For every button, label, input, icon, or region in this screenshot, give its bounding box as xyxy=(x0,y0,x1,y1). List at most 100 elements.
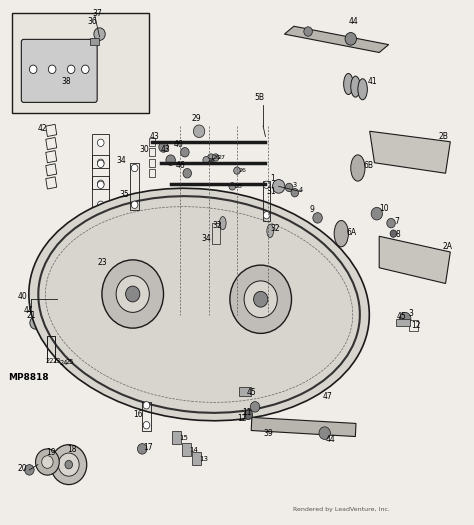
Circle shape xyxy=(98,160,104,167)
Text: 39: 39 xyxy=(263,428,273,438)
Text: 8: 8 xyxy=(396,230,401,239)
Text: 16: 16 xyxy=(134,410,143,419)
Text: 6B: 6B xyxy=(364,161,374,170)
Bar xyxy=(263,181,270,220)
Text: 27: 27 xyxy=(218,155,225,160)
Circle shape xyxy=(250,402,260,412)
Text: 46: 46 xyxy=(173,140,183,149)
Text: 43: 43 xyxy=(149,132,159,141)
Text: 26: 26 xyxy=(239,168,246,173)
Text: Rendered by LeadVenture, Inc.: Rendered by LeadVenture, Inc. xyxy=(293,507,390,512)
Text: 23: 23 xyxy=(53,358,61,364)
Text: 17: 17 xyxy=(144,443,153,452)
Text: 14: 14 xyxy=(189,447,198,454)
Ellipse shape xyxy=(344,74,353,94)
Text: 31: 31 xyxy=(266,187,276,196)
Circle shape xyxy=(98,180,104,187)
Text: 1: 1 xyxy=(270,174,275,183)
Circle shape xyxy=(71,346,79,355)
Circle shape xyxy=(48,65,56,74)
Ellipse shape xyxy=(334,220,348,247)
Text: 26: 26 xyxy=(213,155,220,160)
Bar xyxy=(251,417,356,437)
Text: 2A: 2A xyxy=(443,242,453,251)
Circle shape xyxy=(264,181,270,188)
Text: 25: 25 xyxy=(66,359,74,365)
Circle shape xyxy=(82,65,89,74)
Circle shape xyxy=(30,317,41,329)
Polygon shape xyxy=(284,26,389,52)
Circle shape xyxy=(98,139,104,146)
Circle shape xyxy=(193,125,205,138)
Text: 44: 44 xyxy=(24,306,33,316)
Bar xyxy=(396,319,410,326)
Circle shape xyxy=(131,164,138,172)
Polygon shape xyxy=(370,131,450,173)
Circle shape xyxy=(98,201,104,208)
Circle shape xyxy=(304,27,312,36)
Circle shape xyxy=(273,180,285,193)
Bar xyxy=(90,38,99,45)
Ellipse shape xyxy=(267,225,273,237)
Text: 4: 4 xyxy=(299,187,302,193)
Text: 24: 24 xyxy=(60,360,68,366)
Circle shape xyxy=(36,449,59,475)
Circle shape xyxy=(400,312,411,325)
Text: 21: 21 xyxy=(26,310,36,320)
Circle shape xyxy=(143,422,150,429)
Circle shape xyxy=(212,154,219,161)
Text: 38: 38 xyxy=(62,77,71,86)
Text: 46: 46 xyxy=(175,161,185,170)
FancyBboxPatch shape xyxy=(12,13,149,113)
Bar xyxy=(92,155,109,189)
Bar xyxy=(130,163,139,210)
Polygon shape xyxy=(379,236,450,284)
Text: 29: 29 xyxy=(192,113,201,123)
Text: 35: 35 xyxy=(119,190,129,199)
Text: 34: 34 xyxy=(116,155,126,165)
Circle shape xyxy=(51,445,87,485)
Circle shape xyxy=(166,155,175,165)
Bar xyxy=(149,138,155,146)
Text: 6A: 6A xyxy=(346,227,357,237)
Text: 44: 44 xyxy=(326,435,336,444)
Circle shape xyxy=(131,201,138,208)
Bar xyxy=(46,177,57,189)
Text: 40: 40 xyxy=(18,292,27,301)
Circle shape xyxy=(203,156,210,164)
Circle shape xyxy=(98,159,104,166)
Text: 30: 30 xyxy=(140,145,149,154)
Circle shape xyxy=(234,167,240,174)
Circle shape xyxy=(254,291,268,307)
Circle shape xyxy=(58,453,79,476)
Text: 20: 20 xyxy=(18,464,27,474)
Text: 9: 9 xyxy=(310,205,314,215)
Circle shape xyxy=(345,33,356,45)
Text: MP8818: MP8818 xyxy=(8,373,49,383)
Bar xyxy=(182,443,191,456)
Text: 47: 47 xyxy=(322,392,332,401)
Text: 5B: 5B xyxy=(255,92,265,102)
Ellipse shape xyxy=(219,216,226,230)
Circle shape xyxy=(230,265,292,333)
Text: 34: 34 xyxy=(201,234,211,244)
Circle shape xyxy=(229,183,236,190)
Circle shape xyxy=(65,348,73,356)
Bar xyxy=(149,148,155,156)
Text: 45: 45 xyxy=(397,312,407,321)
Circle shape xyxy=(116,276,149,312)
Ellipse shape xyxy=(351,155,365,181)
Ellipse shape xyxy=(29,188,369,421)
Circle shape xyxy=(65,460,73,469)
Circle shape xyxy=(390,230,397,237)
Text: 18: 18 xyxy=(67,445,77,455)
Circle shape xyxy=(371,207,383,220)
Text: 45: 45 xyxy=(246,388,256,397)
Text: 22: 22 xyxy=(46,358,54,364)
Circle shape xyxy=(126,286,140,302)
Circle shape xyxy=(183,169,191,178)
Circle shape xyxy=(291,188,299,197)
Circle shape xyxy=(159,142,168,152)
Circle shape xyxy=(264,212,270,219)
Ellipse shape xyxy=(351,76,360,97)
